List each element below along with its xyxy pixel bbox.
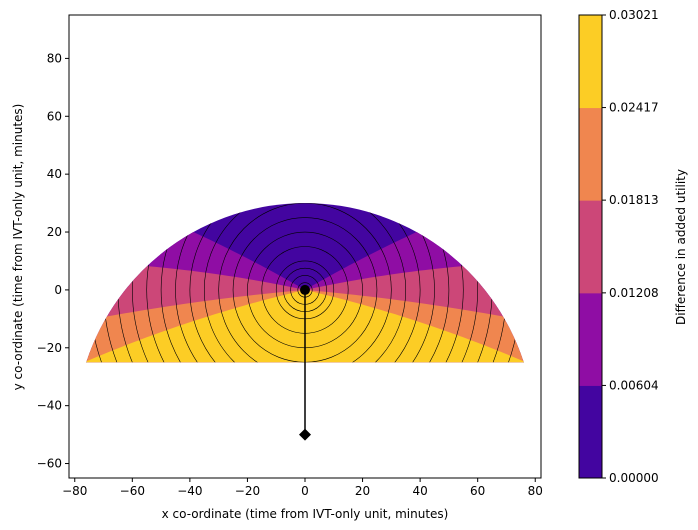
x-tick-label: 20 — [355, 484, 370, 498]
y-axis-ticks: −60 −40 −20 0 20 40 60 80 — [37, 51, 69, 471]
colorbar-tick-label: 0.01813 — [609, 193, 659, 207]
x-tick-label: 40 — [412, 484, 427, 498]
colorbar-tick-label: 0.00000 — [609, 471, 659, 485]
x-axis-ticks: −80 −60 −40 −20 0 20 40 60 80 — [62, 478, 543, 498]
colorbar-segment-3 — [579, 107, 602, 201]
contour-circle-10 — [175, 203, 435, 363]
ivt-unit-marker — [300, 284, 310, 295]
contour-circle-12 — [146, 203, 464, 363]
x-tick-label: −20 — [235, 484, 260, 498]
colorbar-tick-label: 0.02417 — [609, 101, 659, 115]
band-level-4 — [86, 289, 524, 363]
colorbar-ticks: 0.00000 0.00604 0.01208 0.01813 0.02417 0.030… — [602, 8, 659, 485]
x-tick-label: −80 — [62, 484, 87, 498]
x-tick-label: −40 — [177, 484, 202, 498]
x-tick-label: 0 — [301, 484, 309, 498]
contour-bands — [86, 203, 524, 363]
colorbar-segment-0 — [579, 385, 602, 479]
colorbar-segment-1 — [579, 292, 602, 386]
contour-circle-8 — [203, 203, 407, 363]
plot-area — [86, 203, 524, 441]
y-tick-label: −40 — [37, 399, 62, 413]
y-tick-label: 0 — [54, 283, 62, 297]
x-tick-label: 60 — [470, 484, 485, 498]
y-tick-label: −60 — [37, 457, 62, 471]
x-tick-label: 80 — [528, 484, 543, 498]
colorbar-tick-label: 0.00604 — [609, 378, 659, 392]
contour-circle-13 — [132, 203, 478, 363]
y-tick-label: 40 — [47, 167, 62, 181]
contour-circle-9 — [189, 203, 421, 363]
y-tick-label: 20 — [47, 225, 62, 239]
y-axis-label: y co-ordinate (time from IVT-only unit, … — [11, 104, 25, 391]
x-axis-label: x co-ordinate (time from IVT-only unit, … — [162, 507, 449, 521]
colorbar — [578, 14, 603, 479]
colorbar-tick-label: 0.01208 — [609, 286, 659, 300]
contour-circle-7 — [218, 203, 392, 363]
contour-circle-6 — [232, 217, 378, 363]
colorbar-segment-2 — [579, 200, 602, 294]
colorbar-label: Difference in added utility — [674, 169, 688, 325]
x-tick-label: −60 — [120, 484, 145, 498]
y-tick-label: −20 — [37, 341, 62, 355]
contour-circle-11 — [160, 203, 450, 363]
colorbar-segment-4 — [579, 15, 602, 109]
y-tick-label: 60 — [47, 109, 62, 123]
mt-unit-marker — [299, 428, 311, 441]
y-tick-label: 80 — [47, 51, 62, 65]
colorbar-tick-label: 0.03021 — [609, 8, 659, 22]
unit-markers — [299, 284, 311, 441]
colorbar-frame — [578, 14, 603, 479]
